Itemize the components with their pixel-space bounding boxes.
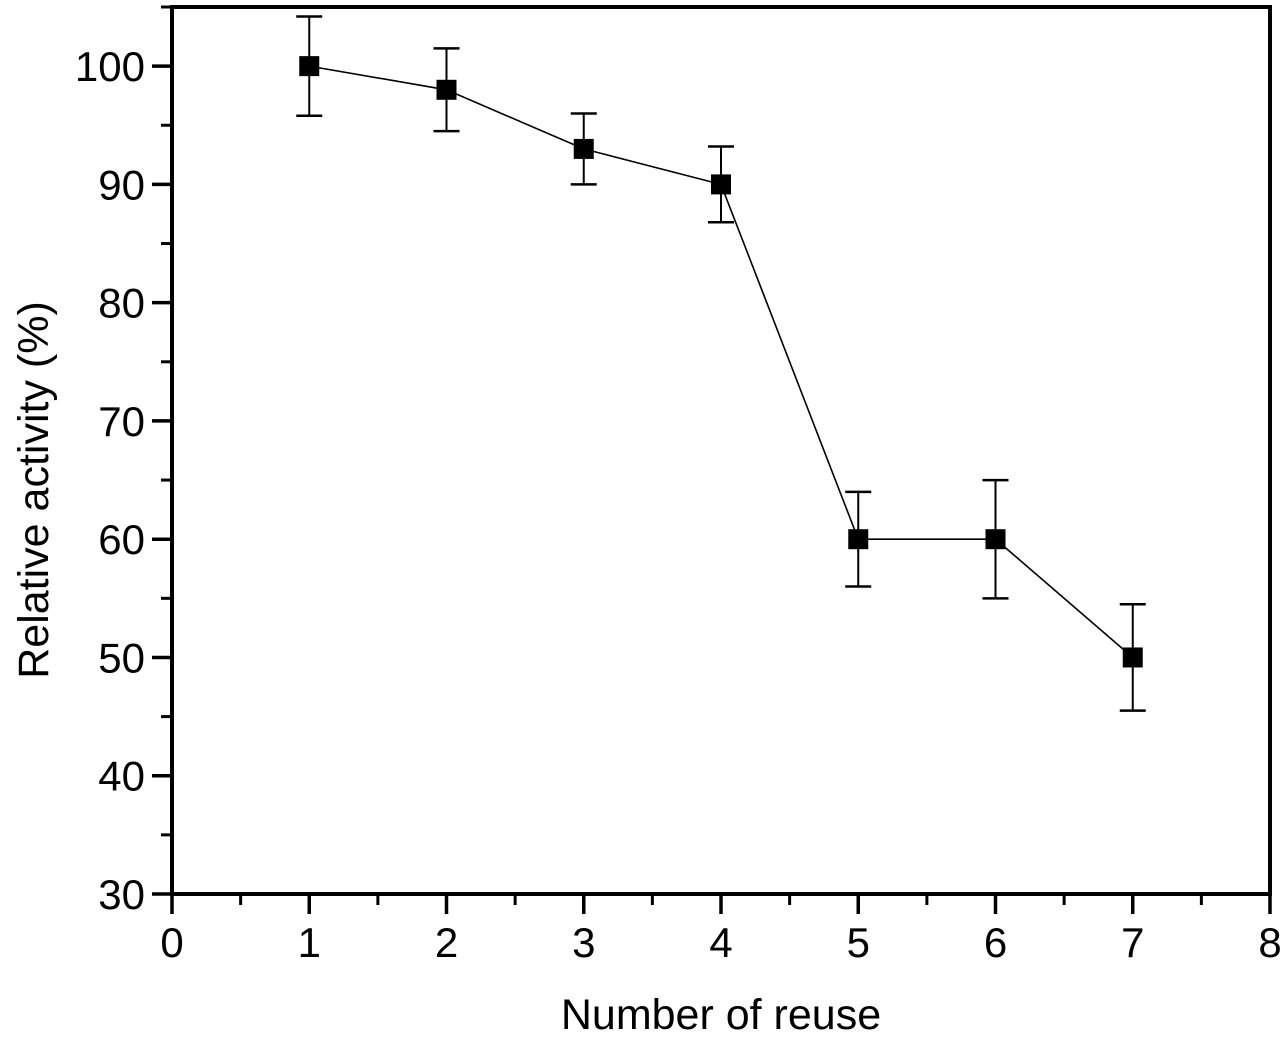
- y-tick-label: 90: [98, 161, 145, 208]
- y-tick-label: 30: [98, 871, 145, 918]
- x-tick-label: 8: [1258, 919, 1281, 966]
- x-axis-title: Number of reuse: [561, 991, 881, 1039]
- x-tick-label: 6: [984, 919, 1007, 966]
- y-axis-title: Relative activity (%): [10, 301, 58, 679]
- x-tick-label: 3: [572, 919, 595, 966]
- x-tick-label: 7: [1121, 919, 1144, 966]
- plot-border: [170, 5, 1272, 896]
- data-point-marker: [711, 174, 731, 195]
- data-point-marker: [573, 138, 594, 159]
- data-point-marker: [848, 529, 869, 550]
- x-tick-label: 0: [160, 919, 183, 966]
- plot-area: 0 1 2 3 4 5 6 7 8 30 40 50 60 70 80 90 100: [75, 5, 1282, 966]
- y-tick-label: 40: [98, 753, 145, 800]
- x-tick-label: 1: [298, 919, 321, 966]
- y-tick-label: 60: [98, 516, 145, 563]
- y-tick-label: 80: [98, 280, 145, 327]
- data-point-marker: [1122, 647, 1143, 668]
- data-point-marker: [985, 529, 1006, 550]
- y-tick-label: 100: [75, 43, 145, 90]
- data-point-marker: [436, 79, 457, 100]
- y-tick-label: 50: [98, 634, 145, 681]
- x-tick-label: 5: [847, 919, 870, 966]
- data-point-marker: [299, 56, 320, 77]
- x-tick-label: 4: [709, 919, 732, 966]
- x-tick-label: 2: [435, 919, 458, 966]
- y-tick-label: 70: [98, 398, 145, 445]
